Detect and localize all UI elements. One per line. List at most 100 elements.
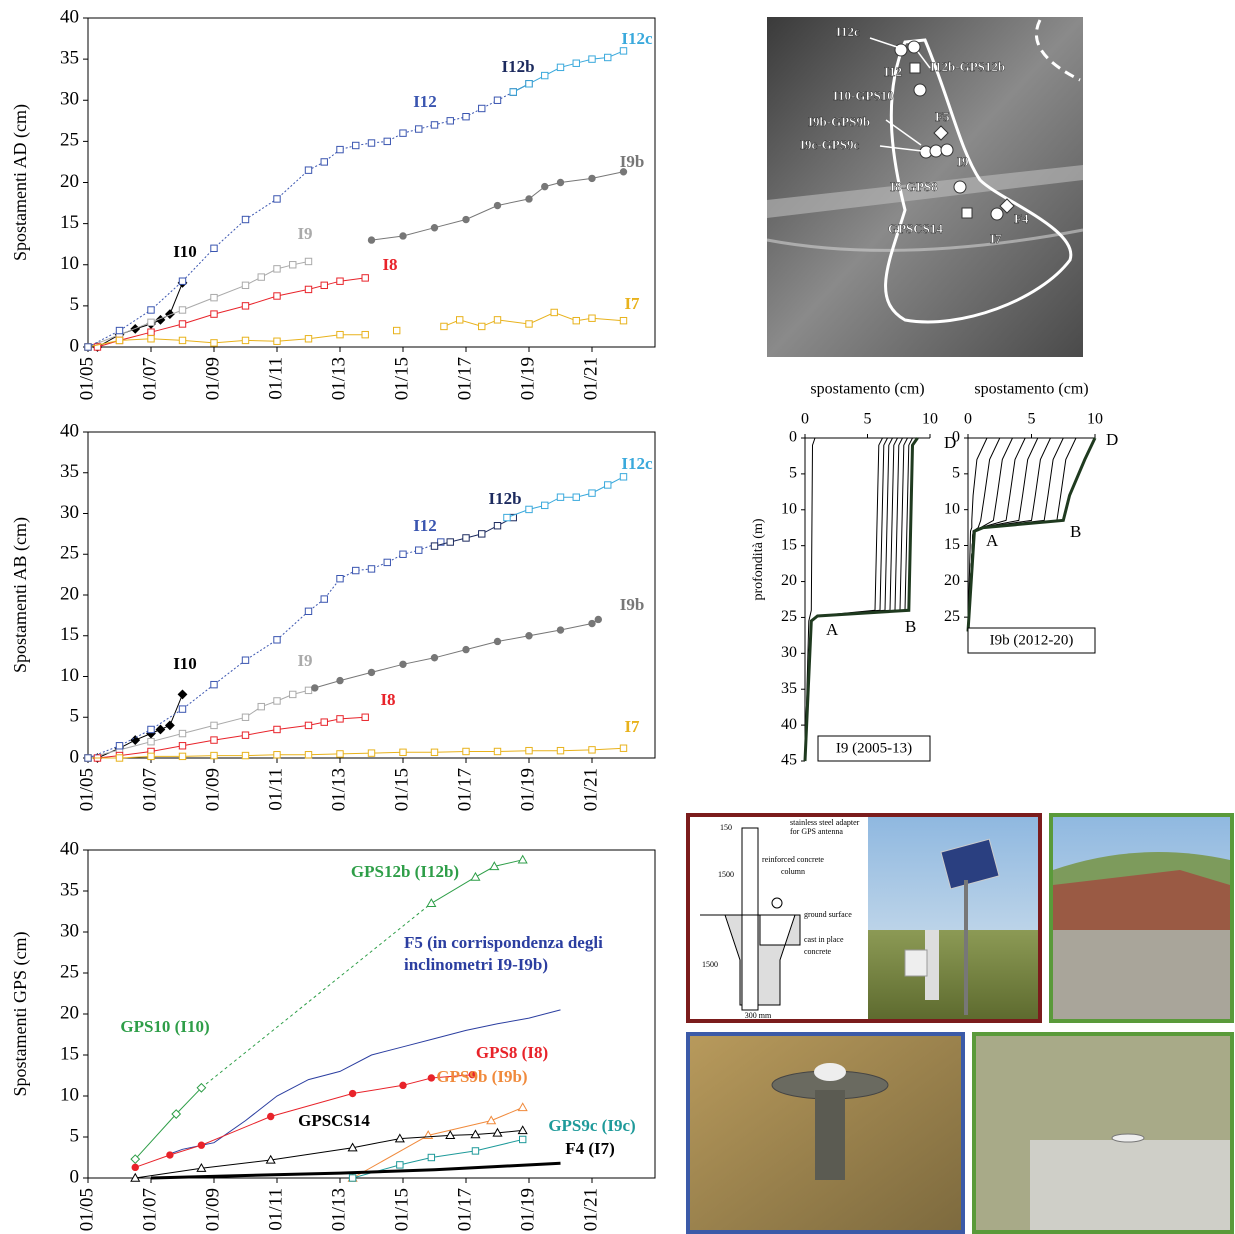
marker (362, 714, 368, 720)
marker (353, 567, 359, 573)
x-tick-label: 01/05 (76, 357, 97, 400)
series-label: F4 (I7) (565, 1139, 615, 1158)
marker (526, 196, 532, 202)
marker (211, 722, 217, 728)
marker (400, 661, 406, 667)
marker (242, 216, 248, 222)
diagram-label: 150 (720, 823, 732, 832)
series-label: GPS12b (I12b) (351, 862, 459, 881)
marker (85, 344, 91, 350)
marker (305, 722, 311, 728)
marker (242, 657, 248, 663)
marker (557, 747, 563, 753)
marker (148, 336, 154, 342)
marker (519, 856, 527, 863)
marker (557, 179, 563, 185)
marker (557, 64, 563, 70)
marker (494, 97, 500, 103)
marker (305, 336, 311, 342)
map-label: I9b-GPS9b (808, 114, 870, 129)
map-label: I12b-GPS12b (930, 59, 1005, 74)
diagram-label: 300 mm (745, 1011, 772, 1020)
marker (132, 1164, 138, 1170)
marker (589, 490, 595, 496)
marker (589, 747, 595, 753)
x-axis-label: spostamento (cm) (974, 381, 1088, 398)
series-label: I9 (297, 224, 312, 243)
y-axis-label: Spostamenti GPS (cm) (10, 931, 31, 1096)
column-drawing (742, 828, 758, 1010)
diagram-label: ground surface (804, 910, 852, 919)
map-label: I8-GPS8 (890, 179, 938, 194)
marker (400, 1082, 406, 1088)
x-tick-label: 01/11 (265, 357, 286, 400)
marker (589, 56, 595, 62)
y-axis-label: Spostamenti AB (cm) (10, 517, 31, 673)
map-label: I7 (990, 231, 1002, 246)
marker (431, 122, 437, 128)
diagram-label: reinforced concrete (762, 855, 824, 864)
marker (349, 1175, 355, 1181)
marker (428, 1075, 434, 1081)
x-tick-label: 01/09 (202, 357, 223, 400)
series-line (315, 620, 599, 688)
marker (337, 716, 343, 722)
marker (337, 751, 343, 757)
marker (526, 506, 532, 512)
marker (487, 1116, 495, 1123)
box (905, 950, 927, 976)
marker (589, 175, 595, 181)
y-tick-label: 20 (781, 572, 797, 589)
marker (116, 755, 122, 761)
x-tick-label: 01/19 (517, 768, 538, 811)
marker (179, 307, 185, 313)
map-label: GPSCS14 (888, 221, 943, 236)
y-tick-label: 35 (60, 879, 79, 900)
marker (479, 531, 485, 537)
marker (463, 748, 469, 754)
marker (620, 48, 626, 54)
y-tick-label: 35 (60, 461, 79, 482)
marker (494, 523, 500, 529)
map-symbol (910, 63, 920, 73)
x-tick-label: 01/21 (580, 768, 601, 811)
marker (116, 337, 122, 343)
x-tick-label: 01/21 (580, 1188, 601, 1231)
x-tick-label: 01/05 (76, 1188, 97, 1231)
y-tick-label: 15 (60, 212, 79, 233)
x-tick-label: 01/13 (328, 768, 349, 811)
marker (312, 685, 318, 691)
marker (471, 873, 479, 880)
marker (400, 749, 406, 755)
marker (179, 321, 185, 327)
y-tick-label: 30 (60, 502, 79, 523)
annotation: B (905, 617, 916, 636)
y-tick-label: 20 (60, 583, 79, 604)
box-label: I9 (2005-13) (836, 740, 912, 756)
series-label: I12c (621, 29, 653, 48)
marker (179, 278, 185, 284)
marker (242, 337, 248, 343)
map-symbol (914, 84, 926, 96)
x-tick-label: 01/09 (202, 1188, 223, 1231)
x-tick-label: 01/07 (139, 768, 160, 811)
marker (479, 105, 485, 111)
marker (494, 202, 500, 208)
marker (368, 237, 374, 243)
y-axis-label: Spostamenti AD (cm) (10, 104, 31, 261)
x-tick-label: 01/15 (391, 768, 412, 811)
marker (274, 338, 280, 344)
series-label: I9b (620, 595, 645, 614)
y-tick-label: 10 (944, 500, 960, 517)
marker (211, 311, 217, 317)
connector (201, 903, 431, 1088)
y-tick-label: 20 (60, 1002, 79, 1023)
map-symbol (895, 44, 907, 56)
y-tick-label: 15 (60, 624, 79, 645)
marker (589, 620, 595, 626)
y-axis-label: profondità (m) (751, 518, 766, 600)
marker (353, 142, 359, 148)
marker (305, 286, 311, 292)
x-tick-label: 01/21 (580, 357, 601, 400)
diagram-label: concrete (804, 947, 832, 956)
